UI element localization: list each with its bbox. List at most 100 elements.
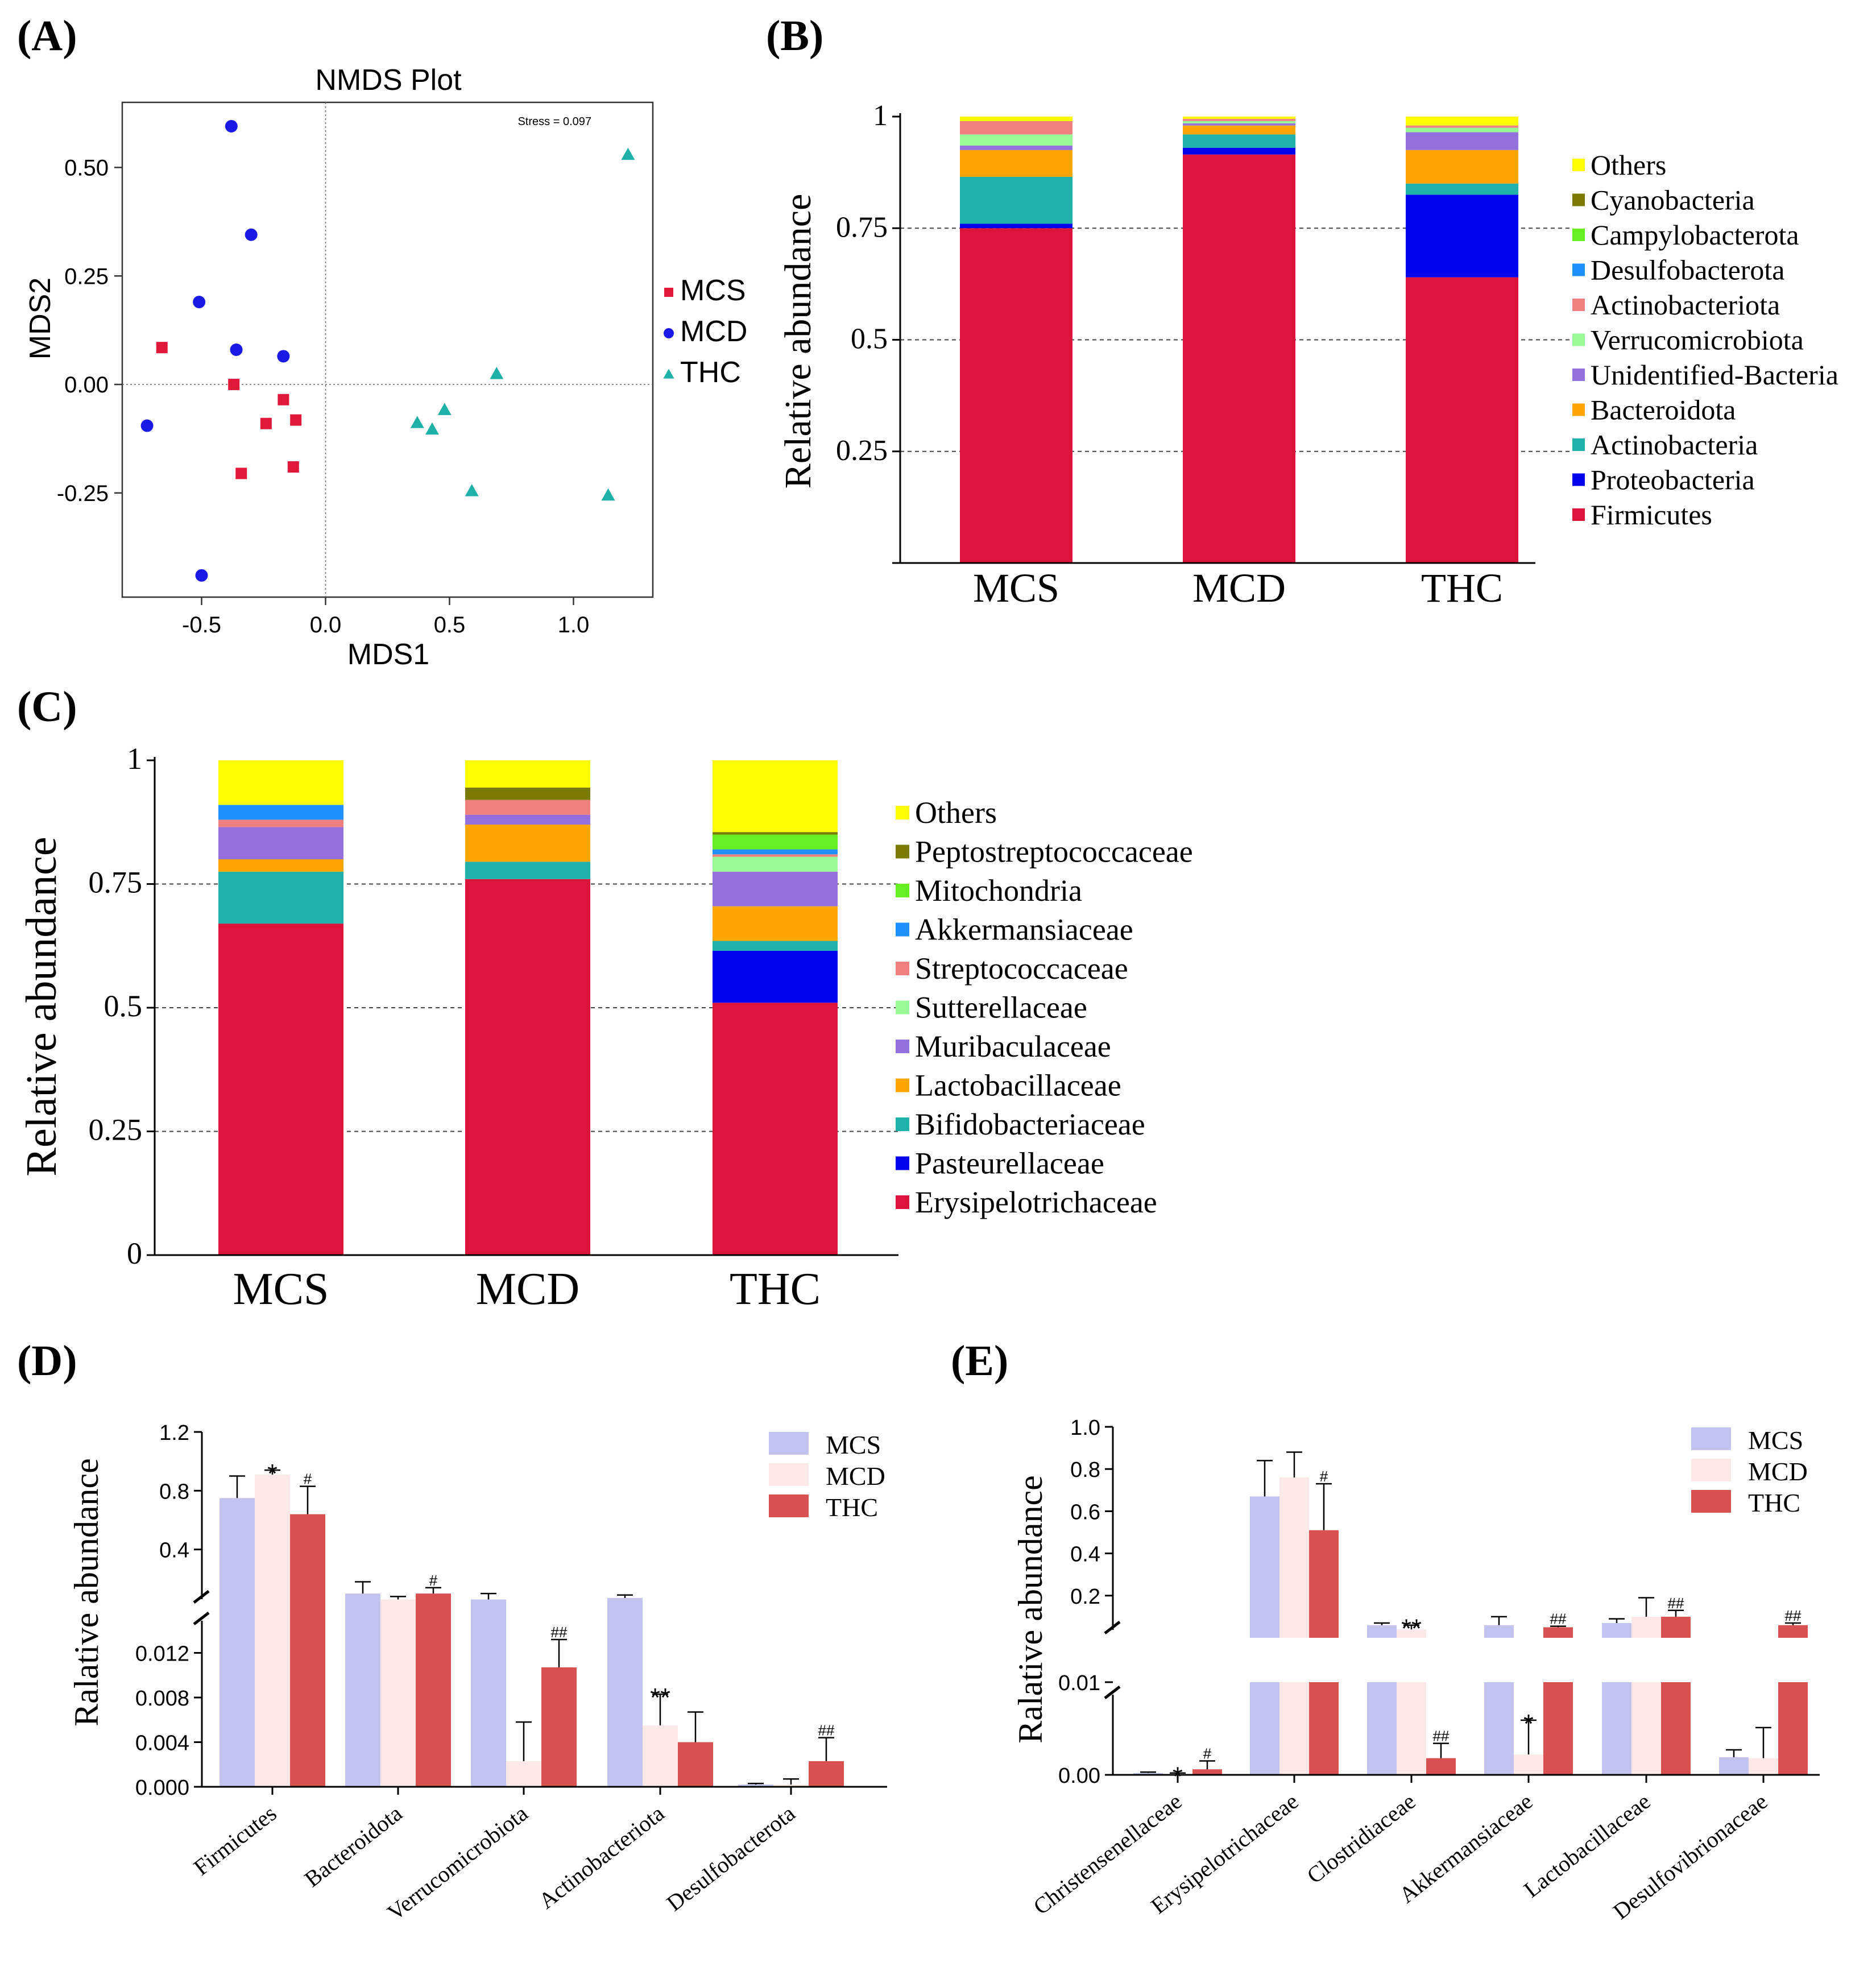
bar-segment xyxy=(1192,1769,1222,1775)
legend-label: Sutterellaceae xyxy=(915,991,1087,1025)
x-category-label: THC xyxy=(1421,565,1503,611)
y-tick-label: 0 xyxy=(127,1236,142,1270)
bar-upper-segment xyxy=(345,1593,380,1608)
stacked-bar-segment xyxy=(465,814,590,825)
legend-label: MCS xyxy=(826,1430,881,1459)
bar-lower-segment xyxy=(380,1608,416,1787)
stacked-bar-segment xyxy=(1183,117,1295,119)
bar-upper-segment xyxy=(255,1474,290,1608)
stacked-bar-segment xyxy=(960,228,1072,563)
bar-segment xyxy=(1749,1758,1778,1775)
legend-label: Erysipelotrichaceae xyxy=(915,1185,1157,1219)
bar-upper-segment xyxy=(1309,1530,1339,1638)
stacked-bar-segment xyxy=(218,924,343,1255)
significance-marker: ** xyxy=(1401,1614,1422,1643)
significance-marker: # xyxy=(304,1471,312,1488)
stacked-bar-segment xyxy=(218,871,343,924)
legend-swatch xyxy=(896,962,909,975)
stacked-bar-segment xyxy=(1406,277,1518,563)
legend-swatch xyxy=(1572,369,1585,381)
plot-frame xyxy=(121,101,654,598)
data-point xyxy=(277,350,290,363)
axis-break-mark xyxy=(193,1612,210,1625)
panel-label-a: (A) xyxy=(17,12,77,60)
legend-swatch xyxy=(1572,403,1585,416)
legend-label: Actinobacteria xyxy=(1591,429,1758,461)
legend-label: MCD xyxy=(680,315,747,348)
significance-marker: * xyxy=(267,1459,278,1488)
stacked-bar-segment xyxy=(713,849,838,855)
legend-label: Actinobacteriota xyxy=(1591,289,1780,321)
legend-label: Desulfobacterota xyxy=(1591,254,1785,286)
stacked-bar-segment xyxy=(960,223,1072,229)
axis-break-mark xyxy=(193,1590,210,1604)
y-tick-label: 0.012 xyxy=(135,1642,189,1666)
legend-label: Pasteurellaceae xyxy=(915,1146,1104,1181)
data-point xyxy=(195,569,208,582)
bar-segment xyxy=(809,1761,844,1787)
panel-d-phylum-grouped-bars: (D) Ralative abundance * # Firmicutes # Bact… xyxy=(17,1337,887,1926)
legend-swatch xyxy=(1572,263,1585,276)
stacked-bar-segment xyxy=(465,825,590,862)
x-tick-label: 1.0 xyxy=(558,612,590,637)
significance-marker: ## xyxy=(1668,1595,1684,1612)
legend-label: Others xyxy=(1591,149,1666,181)
stacked-bar-segment xyxy=(1406,194,1518,278)
y-tick-label: 1 xyxy=(127,742,142,776)
stacked-bar-segment xyxy=(1183,154,1295,564)
stacked-bar-segment xyxy=(218,827,343,859)
legend-label: Verrucomicrobiota xyxy=(1591,324,1804,356)
legend-swatch xyxy=(769,1463,809,1486)
bar-upper-segment xyxy=(1602,1623,1631,1638)
x-category-label: MCS xyxy=(973,565,1059,611)
stacked-bar-segment xyxy=(1183,125,1295,135)
stacked-bar-segment xyxy=(713,906,838,941)
y-tick-label: 0.00 xyxy=(64,372,109,398)
significance-marker: # xyxy=(429,1572,438,1589)
stacked-bar-segment xyxy=(713,941,838,951)
bar-segment xyxy=(678,1742,713,1787)
panel-label-d: (D) xyxy=(17,1337,77,1385)
legend-swatch xyxy=(896,922,909,937)
bar-upper-segment xyxy=(1397,1629,1426,1638)
panel-a-nmds-plot: (A) NMDS Plot Stress = 0.097 MDS1 MDS2 -… xyxy=(17,12,747,671)
legend-swatch xyxy=(896,1195,909,1209)
bar-upper-segment xyxy=(1778,1625,1808,1638)
stacked-bar-segment xyxy=(1183,134,1295,148)
y-tick-label: 0.25 xyxy=(89,1113,143,1147)
bar-upper-segment xyxy=(290,1514,325,1608)
stacked-bar-segment xyxy=(713,832,838,835)
axis-break-mark xyxy=(1104,1621,1121,1634)
stacked-bar-segment xyxy=(218,760,343,805)
legend-label: MCS xyxy=(1748,1426,1803,1455)
legend-label: Others xyxy=(915,796,997,830)
stacked-bar-segment xyxy=(218,859,343,872)
data-point xyxy=(235,467,247,479)
significance-marker: # xyxy=(1203,1745,1212,1762)
significance-marker: ## xyxy=(1433,1728,1450,1745)
stacked-bar-segment xyxy=(713,856,838,872)
bar-lower-segment xyxy=(1279,1682,1309,1775)
data-point xyxy=(490,366,504,379)
significance-marker: # xyxy=(1320,1468,1328,1485)
axis-break-mark xyxy=(1104,1686,1121,1699)
stacked-bar-segment xyxy=(1183,147,1295,155)
legend-swatch xyxy=(896,884,909,897)
y-tick-label: 0.4 xyxy=(159,1539,189,1563)
y-tick-label: 0.75 xyxy=(89,866,143,900)
y-axis-label: Relative abundance xyxy=(777,194,819,489)
legend-label: Akkermansiaceae xyxy=(915,913,1133,947)
bar-upper-segment xyxy=(1279,1477,1309,1638)
stacked-bar-segment xyxy=(713,854,838,857)
y-axis-label: MDS2 xyxy=(24,278,57,359)
y-tick-label: 0.00 xyxy=(1058,1764,1100,1788)
stacked-bar-segment xyxy=(713,950,838,1003)
bar-segment xyxy=(541,1667,577,1787)
legend-label: THC xyxy=(1748,1488,1800,1517)
bar-lower-segment xyxy=(1367,1682,1397,1775)
data-point xyxy=(287,461,299,473)
x-category-label: Firmicutes xyxy=(189,1800,281,1881)
bar-lower-segment xyxy=(290,1608,325,1787)
legend-label: Mitochondria xyxy=(915,873,1082,908)
stacked-bar-segment xyxy=(1406,117,1518,126)
